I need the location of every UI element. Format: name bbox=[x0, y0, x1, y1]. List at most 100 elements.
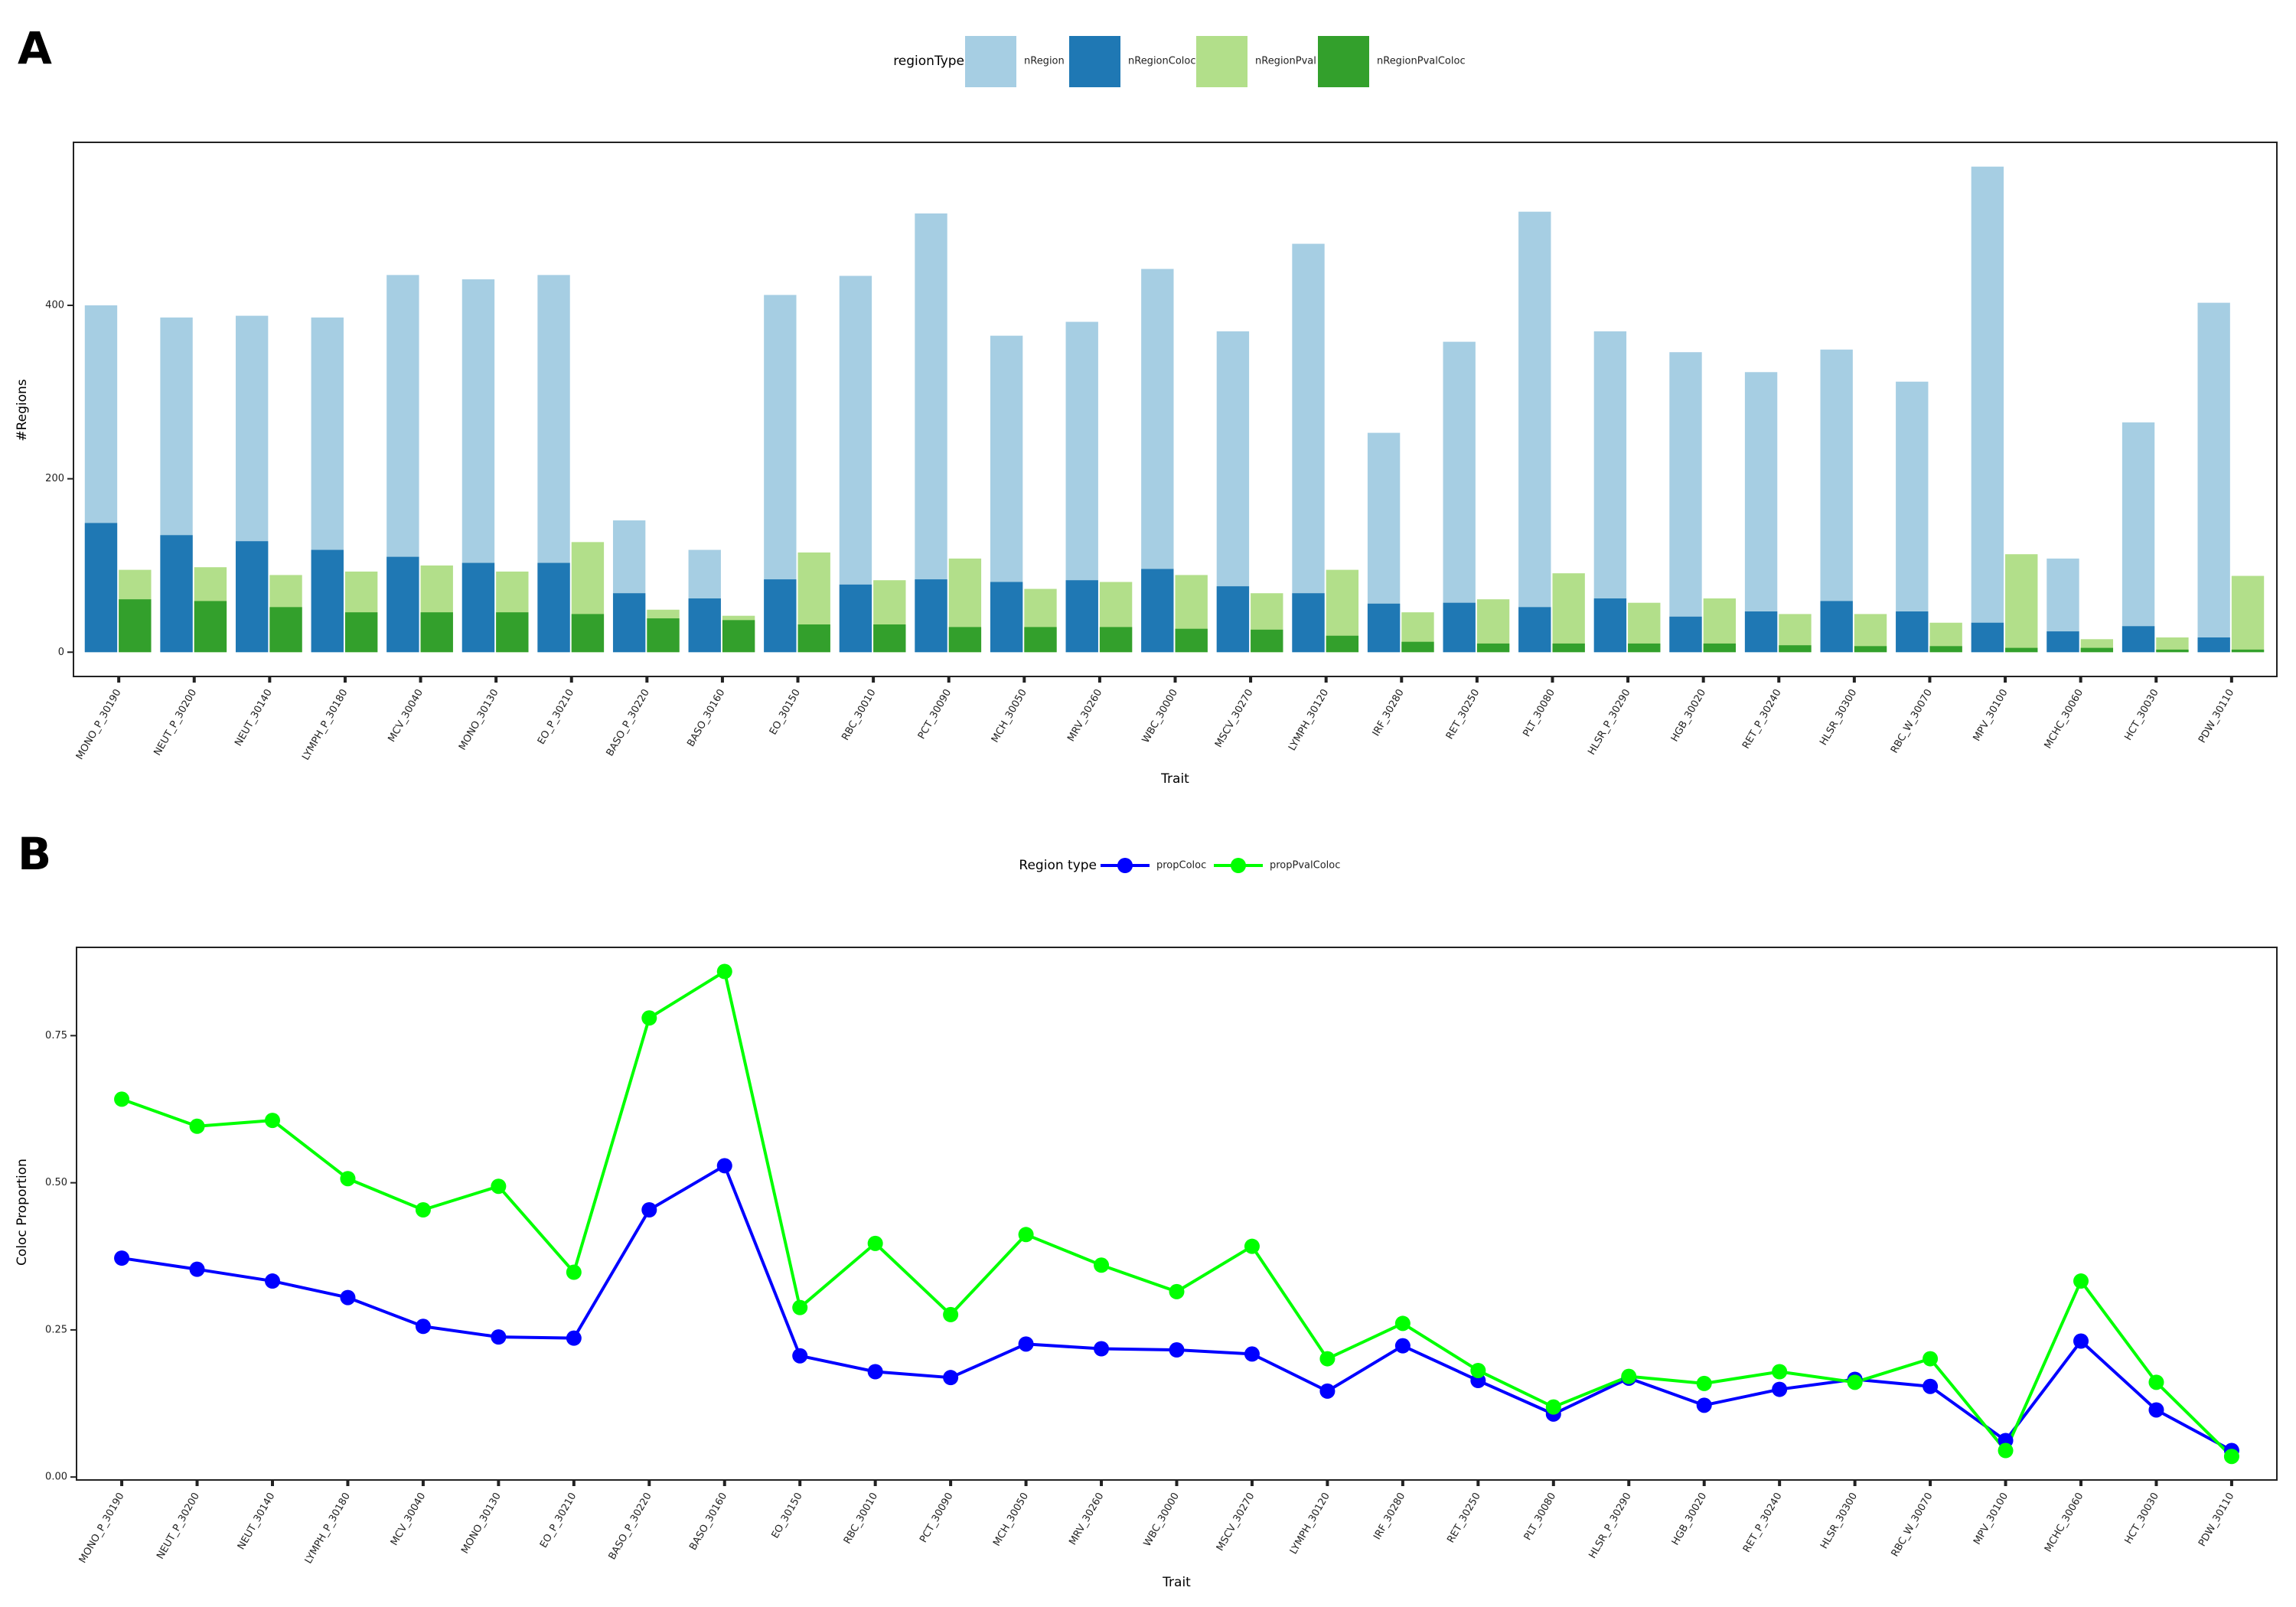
legend-label: nRegion bbox=[1024, 56, 1065, 67]
y-tick-label: 200 bbox=[45, 473, 64, 484]
bar bbox=[1896, 611, 1929, 653]
x-tick-label: PCT_30090 bbox=[916, 687, 954, 741]
point bbox=[1923, 1378, 1939, 1394]
point bbox=[943, 1306, 959, 1322]
x-tick-label: MCHC_30060 bbox=[2043, 687, 2086, 751]
y-tick-label: 0.50 bbox=[45, 1177, 67, 1188]
panel-label: B bbox=[18, 828, 51, 880]
point bbox=[114, 1250, 130, 1266]
bar bbox=[2197, 302, 2230, 653]
x-tick-label: LYMPH_P_30180 bbox=[300, 687, 350, 762]
bar bbox=[386, 556, 419, 653]
bar bbox=[1476, 599, 1510, 653]
x-tick-label: MRV_30260 bbox=[1065, 687, 1104, 744]
point bbox=[2148, 1374, 2164, 1390]
x-tick-label: NEUT_P_30200 bbox=[152, 687, 199, 758]
bar bbox=[571, 614, 605, 653]
bar bbox=[160, 535, 193, 653]
bar bbox=[2231, 575, 2265, 653]
point bbox=[1621, 1368, 1637, 1384]
x-tick-label: EO_30150 bbox=[770, 1491, 805, 1540]
x-tick-label: MONO_30130 bbox=[457, 687, 501, 752]
x-tick-label: PCT_30090 bbox=[918, 1491, 955, 1544]
bar bbox=[1367, 603, 1401, 653]
bar bbox=[1518, 211, 1551, 653]
bar bbox=[2156, 637, 2189, 653]
bar bbox=[1896, 381, 1929, 653]
x-tick-label: MCH_30050 bbox=[991, 1491, 1031, 1548]
x-tick-label: BASO_P_30220 bbox=[607, 1491, 654, 1562]
bar bbox=[1552, 643, 1585, 653]
x-tick-label: BASO_P_30220 bbox=[605, 687, 652, 758]
x-tick-label: HLSR_30300 bbox=[1818, 687, 1859, 748]
point bbox=[792, 1348, 808, 1364]
bar bbox=[2122, 626, 2155, 653]
point bbox=[1018, 1336, 1034, 1352]
legend-swatch bbox=[1318, 36, 1369, 87]
bar bbox=[1669, 352, 1702, 653]
x-tick-label: EO_P_30210 bbox=[536, 687, 576, 746]
bar bbox=[1971, 166, 2004, 653]
x-tick-label: WBC_30000 bbox=[1140, 687, 1180, 745]
x-tick-label: IRF_30280 bbox=[1371, 1491, 1407, 1542]
bar bbox=[647, 618, 680, 653]
bar bbox=[537, 562, 570, 653]
y-tick-label: 0.25 bbox=[45, 1324, 67, 1335]
bar bbox=[1552, 573, 1585, 653]
bar bbox=[1401, 641, 1434, 653]
bar bbox=[311, 549, 344, 653]
legend-swatch bbox=[965, 36, 1016, 87]
point bbox=[1319, 1351, 1336, 1367]
bar bbox=[2156, 649, 2189, 653]
x-tick-label: HGB_30020 bbox=[1670, 1491, 1709, 1547]
x-tick-label: PDW_30110 bbox=[2197, 687, 2236, 745]
point bbox=[641, 1010, 657, 1026]
bar bbox=[1443, 341, 1476, 653]
y-tick-label: 400 bbox=[45, 300, 64, 311]
bar bbox=[119, 599, 152, 653]
bar bbox=[839, 584, 872, 653]
x-tick-label: MCV_30040 bbox=[386, 687, 426, 744]
legend-label: nRegionPvalColoc bbox=[1377, 56, 1466, 67]
point bbox=[1847, 1374, 1863, 1390]
bar bbox=[194, 601, 227, 653]
point bbox=[2073, 1273, 2089, 1289]
point bbox=[792, 1299, 808, 1315]
x-axis-title: Trait bbox=[1160, 771, 1189, 787]
point bbox=[2073, 1333, 2089, 1349]
x-tick-label: MONO_P_30190 bbox=[74, 687, 124, 761]
point bbox=[1470, 1362, 1486, 1378]
point bbox=[2223, 1449, 2239, 1465]
bar bbox=[1024, 627, 1057, 653]
point bbox=[114, 1091, 130, 1107]
x-tick-label: MCHC_30060 bbox=[2043, 1491, 2086, 1554]
x-tick-label: RET_P_30240 bbox=[1740, 687, 1784, 751]
x-tick-label: EO_P_30210 bbox=[538, 1491, 579, 1550]
point bbox=[1772, 1381, 1788, 1397]
bar bbox=[1744, 372, 1778, 653]
point bbox=[189, 1261, 205, 1277]
bar bbox=[1854, 646, 1887, 653]
point bbox=[1394, 1315, 1411, 1332]
bar bbox=[1216, 586, 1250, 653]
x-tick-label: MCH_30050 bbox=[990, 687, 1029, 745]
bar bbox=[797, 624, 830, 653]
point bbox=[415, 1202, 431, 1218]
x-tick-label: MSCV_30270 bbox=[1215, 1491, 1257, 1553]
point bbox=[1244, 1238, 1260, 1254]
point bbox=[1545, 1399, 1561, 1415]
point bbox=[1772, 1364, 1788, 1380]
bar bbox=[235, 541, 269, 653]
x-tick-label: HLSR_P_30290 bbox=[1587, 1491, 1634, 1560]
legend-label: propColoc bbox=[1156, 860, 1206, 872]
point bbox=[1394, 1338, 1411, 1354]
bar bbox=[496, 612, 529, 653]
x-tick-label: NEUT_P_30200 bbox=[155, 1491, 202, 1561]
bar bbox=[1141, 569, 1174, 653]
x-tick-label: MCV_30040 bbox=[389, 1491, 429, 1547]
bar bbox=[1703, 643, 1737, 653]
point bbox=[867, 1364, 883, 1380]
y-axis-title: #Regions bbox=[15, 379, 30, 441]
point bbox=[1018, 1227, 1034, 1243]
